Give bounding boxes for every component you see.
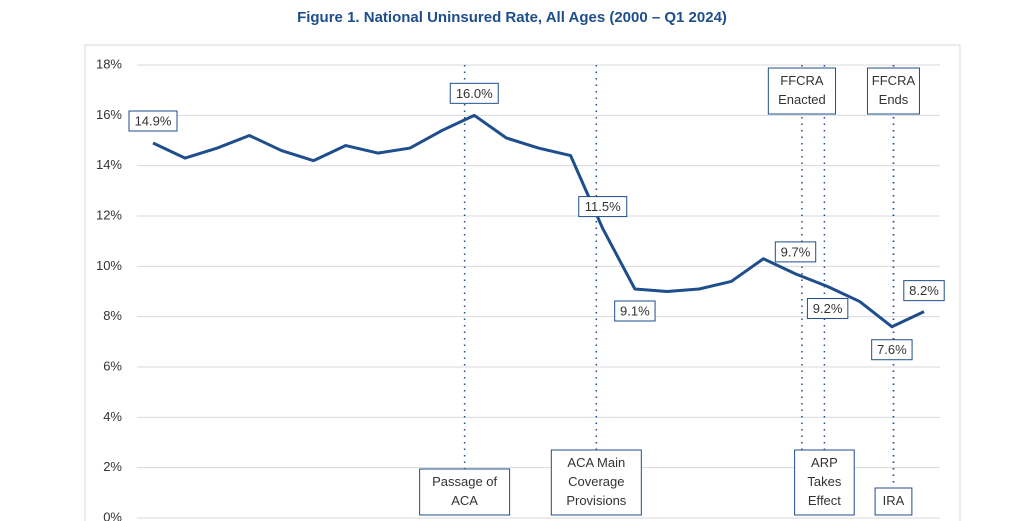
data-label: 9.2% (806, 297, 849, 319)
data-label-text: 16.0% (456, 86, 493, 101)
annotation-box (874, 487, 913, 516)
data-label-box (774, 241, 817, 263)
annotation-text: FFCRA (872, 73, 916, 88)
annotation: ACA Main Coverage Provisions (550, 449, 642, 516)
data-label-box (806, 297, 849, 319)
y-tick-label: 6% (103, 358, 122, 373)
y-tick-label: 2% (103, 459, 122, 474)
annotation-text: Effect (808, 493, 841, 508)
annotations (463, 65, 895, 518)
y-tick-label: 14% (96, 157, 122, 172)
annotation-text: Takes (807, 474, 841, 489)
y-tick-label: 12% (96, 207, 122, 222)
data-label-text: 7.6% (877, 342, 907, 357)
annotation: ARP Takes Effect (794, 449, 855, 516)
annotation-box (866, 67, 920, 115)
annotation-text: FFCRA (780, 73, 824, 88)
data-label-box (578, 196, 628, 218)
plot-frame (84, 44, 961, 521)
data-label-box (449, 82, 499, 104)
data-label: 7.6% (871, 339, 913, 361)
annotation: Passage of ACA (419, 468, 511, 516)
data-label: 16.0% (449, 82, 499, 104)
data-label: 9.1% (614, 300, 656, 322)
annotation-box (550, 449, 642, 516)
annotation-text: ACA (451, 493, 478, 508)
data-label-text: 9.7% (781, 244, 811, 259)
annotation-text: ARP (811, 455, 838, 470)
annotation-text: Enacted (778, 92, 826, 107)
annotation: FFCRA Ends (866, 67, 920, 115)
annotation-text: Provisions (566, 493, 626, 508)
y-tick-label: 16% (96, 107, 122, 122)
data-label-text: 9.1% (620, 303, 650, 318)
annotation-box (794, 449, 855, 516)
annotation-text: Coverage (568, 474, 624, 489)
data-label-text: 9.2% (813, 301, 843, 316)
data-label-box (871, 339, 913, 361)
chart-title: Figure 1. National Uninsured Rate, All A… (297, 9, 727, 26)
data-label-box (128, 110, 178, 132)
y-tick-label: 8% (103, 308, 122, 323)
data-label-box (903, 280, 945, 302)
data-label: 11.5% (578, 196, 628, 218)
y-tick-label: 18% (96, 56, 122, 71)
series-line (152, 113, 925, 329)
annotation: FFCRA Enacted (767, 67, 837, 115)
data-label: 9.7% (774, 241, 817, 263)
data-label: 8.2% (903, 280, 945, 302)
annotation-box (767, 67, 837, 115)
data-label-text: 11.5% (585, 199, 621, 214)
data-label-text: 14.9% (135, 113, 172, 128)
annotation-text: Ends (879, 92, 909, 107)
y-tick-label: 10% (96, 258, 122, 273)
annotation-box (419, 468, 511, 516)
data-label-box (614, 300, 656, 322)
annotation: IRA (874, 487, 913, 516)
annotation-text: ACA Main (567, 455, 625, 470)
data-label-text: 8.2% (909, 283, 939, 298)
y-tick-label: 0% (103, 509, 122, 521)
annotation-text: IRA (883, 493, 905, 508)
y-tick-label: 4% (103, 409, 122, 424)
data-label: 14.9% (128, 110, 178, 132)
annotation-text: Passage of (432, 474, 497, 489)
